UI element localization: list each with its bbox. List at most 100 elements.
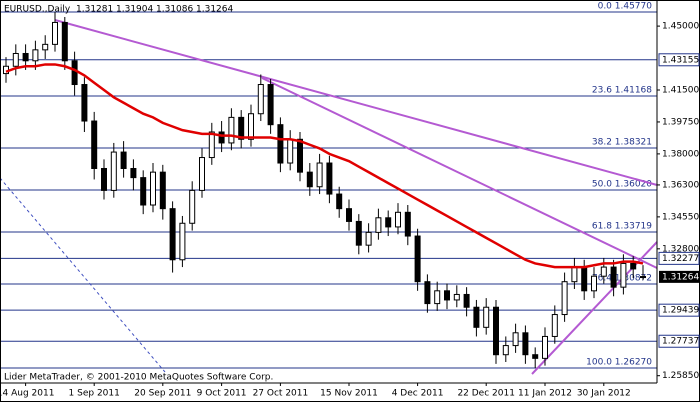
candle-body — [600, 266, 607, 277]
price-level-box — [658, 53, 700, 67]
candle-body — [189, 189, 196, 224]
candle-body — [52, 21, 58, 45]
candle-body — [101, 167, 107, 191]
candle-body — [169, 208, 176, 261]
candle-body — [32, 49, 39, 62]
candle-body — [355, 220, 362, 246]
candle-body — [502, 345, 509, 356]
x-tick-label: 15 Nov 2011 — [320, 389, 378, 399]
x-tick-label: 14 Aug 2011 — [0, 389, 54, 399]
candle-body — [483, 306, 490, 328]
candle-body — [81, 84, 88, 122]
candle-body — [238, 116, 245, 140]
ohlc-low: 1.31086 — [156, 5, 193, 15]
candle-body — [444, 290, 450, 301]
candle-body — [346, 208, 352, 222]
candle-body — [551, 314, 558, 337]
candle-body — [306, 171, 313, 188]
x-tick-label: 4 Dec 2011 — [392, 389, 444, 399]
candle-body — [365, 231, 372, 246]
trendline — [261, 77, 658, 269]
y-tick-label: 1.25850 — [662, 371, 699, 381]
fib-label: 23.6 1.41168 — [592, 86, 652, 96]
candle-body — [12, 52, 19, 67]
candle-body — [571, 266, 578, 283]
y-tick-label: 1.39750 — [662, 117, 699, 127]
candle-body — [532, 354, 539, 359]
candle-body — [179, 222, 186, 261]
axis: 1.43155 1.32277 1.29439 1.27737 1.45000 1.415… — [0, 22, 700, 399]
x-tick-label: 1 Sep 2011 — [69, 389, 120, 399]
trendline — [54, 19, 658, 186]
candle-body — [91, 120, 98, 169]
candle-body — [630, 262, 637, 270]
candle-body — [316, 162, 323, 188]
x-tick-label: 9 Oct 2011 — [197, 389, 247, 399]
price-level-label: 1.32277 — [662, 254, 699, 264]
fib-label: 50.0 1.36020 — [592, 180, 652, 190]
chart-title: EURUSD.,Daily — [4, 5, 71, 15]
candle-body — [248, 113, 254, 140]
y-tick-label: 1.36300 — [662, 180, 699, 190]
candle-body — [512, 332, 519, 347]
candle-body — [277, 124, 284, 164]
candle-body — [640, 276, 646, 279]
candle-body — [522, 332, 529, 356]
candle-body — [130, 167, 137, 179]
current-price-label: 1.31264 — [662, 272, 699, 282]
candle-body — [208, 131, 215, 159]
y-tick-label: 1.32800 — [662, 244, 699, 254]
x-tick-label: 11 Jan 2012 — [518, 389, 572, 399]
candle-body — [581, 266, 588, 292]
fib-label: 38.2 1.38321 — [592, 138, 652, 148]
x-tick-label: 27 Oct 2011 — [253, 389, 309, 399]
candle-body — [42, 43, 49, 51]
candle-body — [71, 60, 78, 86]
y-tick-label: 1.41500 — [662, 85, 699, 95]
x-tick-label: 22 Dec 2011 — [457, 389, 515, 399]
y-tick-label: 1.45000 — [662, 22, 699, 32]
candle-body — [287, 138, 294, 164]
candle-body — [463, 293, 470, 308]
candle-body — [404, 211, 411, 237]
candle-body — [297, 138, 303, 173]
watermark: Lider MetaTrader, © 2001-2010 MetaQuotes… — [4, 373, 273, 383]
candle-body — [610, 266, 617, 288]
dashed-line — [0, 177, 166, 373]
price-level-box — [658, 251, 700, 265]
fib-label: 61.8 1.33719 — [592, 222, 652, 232]
candle-body — [150, 171, 156, 206]
moving-average — [5, 63, 644, 269]
current-price-box — [659, 270, 699, 283]
candle-body — [120, 151, 127, 169]
candle-body — [473, 306, 480, 328]
x-tick-label: 20 Sep 2011 — [134, 389, 191, 399]
candle-body — [257, 84, 264, 115]
candle-body — [159, 171, 166, 210]
fib-label: 0.0 1.45770 — [598, 2, 653, 12]
candle-body — [434, 290, 441, 305]
fibonacci: 0.0 1.45770 23.6 1.41168 38.2 1.38321 50.0 … — [0, 2, 657, 369]
y-tick-label: 1.34550 — [662, 212, 699, 222]
candle-body — [453, 293, 460, 301]
ohlc-high: 1.31904 — [116, 5, 153, 15]
candle-body — [336, 193, 343, 210]
candle-body — [561, 281, 568, 316]
price-level-box — [658, 303, 700, 317]
price-level-label: 1.29439 — [662, 306, 699, 316]
ohlc-open: 1.31281 — [76, 5, 113, 15]
candle-body — [110, 151, 117, 191]
price-level-label: 1.43155 — [662, 55, 699, 65]
candle-body — [414, 235, 421, 283]
candle-body — [493, 306, 499, 356]
candle-body — [140, 177, 147, 206]
x-tick-label: 30 Jan 2012 — [577, 389, 631, 399]
candle-body — [542, 335, 548, 359]
candle-body — [591, 275, 597, 292]
candle-body — [385, 217, 392, 228]
plot — [3, 12, 646, 369]
candle-body — [267, 84, 274, 126]
candle-body — [424, 281, 431, 305]
